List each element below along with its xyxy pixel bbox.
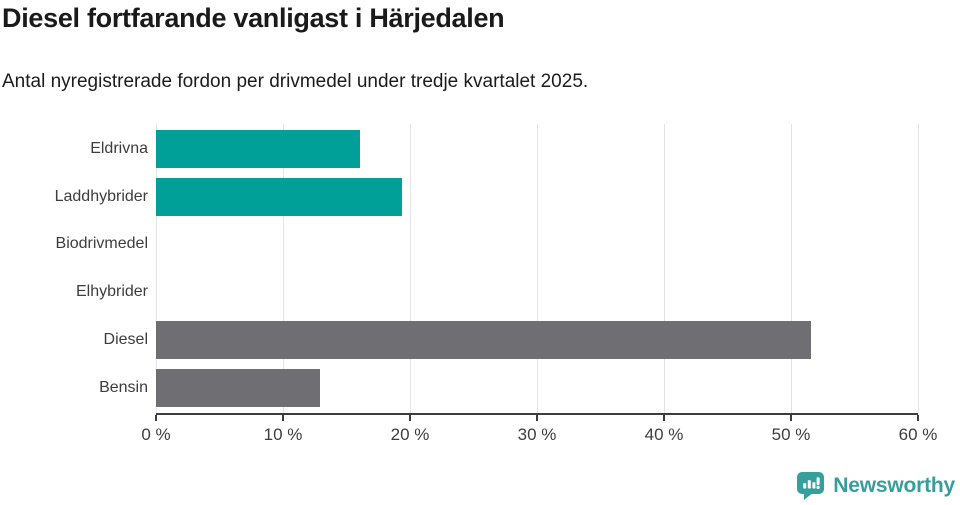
x-tick-label-20: 20 % xyxy=(390,425,430,444)
x-tick-mark-50 xyxy=(790,415,792,421)
x-tick-mark-30 xyxy=(536,415,538,421)
newsworthy-logo-icon xyxy=(797,472,825,500)
chart-title: Diesel fortfarande vanligast i Härjedale… xyxy=(2,3,505,33)
bar-bensin xyxy=(156,369,320,407)
x-tick-mark-20 xyxy=(409,415,411,421)
category-label-bensin: Bensin xyxy=(99,379,148,396)
x-tick-label-0: 0 % xyxy=(141,425,171,444)
chart-subtitle: Antal nyregistrerade fordon per drivmede… xyxy=(2,71,589,92)
x-tick-label-10: 10 % xyxy=(263,425,303,444)
gridline-60 xyxy=(918,124,919,413)
bar-eldrivna xyxy=(156,130,361,168)
x-tick-mark-10 xyxy=(282,415,284,421)
gridline-10 xyxy=(283,124,284,413)
x-tick-mark-60 xyxy=(917,415,919,421)
plot-area xyxy=(156,124,919,413)
x-tick-label-50: 50 % xyxy=(771,425,811,444)
category-label-biodrivmedel: Biodrivmedel xyxy=(55,235,148,252)
x-tick-mark-0 xyxy=(155,415,157,421)
y-axis-labels: Eldrivna Laddhybrider Biodrivmedel Elhybrid… xyxy=(0,124,148,413)
newsworthy-brand: Newsworthy xyxy=(796,471,955,500)
category-label-eldrivna: Eldrivna xyxy=(90,140,148,157)
bar-diesel xyxy=(156,321,812,359)
x-tick-label-60: 60 % xyxy=(898,425,938,444)
gridline-30 xyxy=(537,124,538,413)
category-label-laddhybrider: Laddhybrider xyxy=(54,188,148,205)
x-tick-mark-40 xyxy=(663,415,665,421)
gridline-0 xyxy=(156,124,157,413)
gridline-20 xyxy=(410,124,411,413)
x-tick-label-40: 40 % xyxy=(644,425,684,444)
x-tick-label-30: 30 % xyxy=(517,425,557,444)
category-label-diesel: Diesel xyxy=(103,331,148,348)
x-axis-line xyxy=(156,413,918,415)
gridline-50 xyxy=(791,124,792,413)
newsworthy-logo-text: Newsworthy xyxy=(833,473,955,497)
x-axis: 0 % 10 % 20 % 30 % 40 % 50 % 60 % xyxy=(141,413,937,453)
category-label-elhybrider: Elhybrider xyxy=(75,283,148,300)
gridline-40 xyxy=(664,124,665,413)
bar-laddhybrider xyxy=(156,178,403,216)
